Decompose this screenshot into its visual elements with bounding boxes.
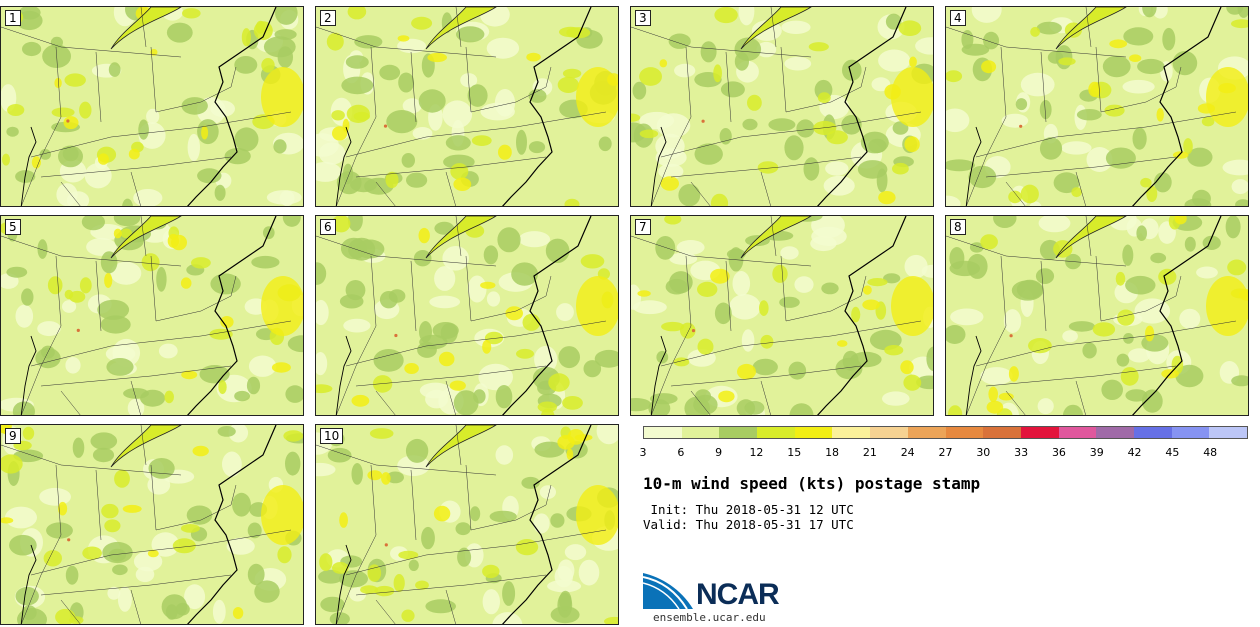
colorbar-tick-label: 3	[639, 446, 647, 459]
colorbar-bin-4	[794, 427, 833, 438]
colorbar-bin-1	[681, 427, 720, 438]
colorbar-tick-label: 27	[938, 446, 953, 459]
member-number-label: 1	[5, 10, 21, 26]
colorbar-bin-15	[1209, 427, 1247, 438]
colorbar-bin-8	[945, 427, 984, 438]
colorbar-tick-label: 12	[749, 446, 764, 459]
colorbar-bin-10	[1020, 427, 1059, 438]
wind-speed-map	[1, 7, 303, 206]
valid-time: Valid: Thu 2018-05-31 17 UTC	[643, 517, 854, 532]
colorbar-tick-label: 9	[715, 446, 723, 459]
colorbar-bin-3	[757, 427, 795, 438]
member-number-label: 2	[320, 10, 336, 26]
wind-speed-colorbar	[643, 426, 1248, 439]
colorbar-bin-5	[832, 427, 871, 438]
colorbar-tick-label: 45	[1165, 446, 1180, 459]
member-number-label: 3	[635, 10, 651, 26]
member-panel-1: 1	[0, 6, 304, 207]
colorbar-tick-label: 24	[900, 446, 915, 459]
colorbar-bin-6	[870, 427, 908, 438]
member-number-label: 8	[950, 219, 966, 235]
wind-speed-map	[316, 216, 618, 415]
colorbar-tick-label: 18	[825, 446, 840, 459]
init-time: Init: Thu 2018-05-31 12 UTC	[643, 502, 854, 517]
member-panel-3: 3	[630, 6, 934, 207]
colorbar-tick-label: 21	[862, 446, 877, 459]
member-panel-8: 8	[945, 215, 1249, 416]
member-number-label: 10	[320, 428, 344, 444]
colorbar-tick-label: 36	[1051, 446, 1066, 459]
colorbar-tick-label: 30	[976, 446, 991, 459]
member-panel-7: 7	[630, 215, 934, 416]
ncar-logo-text: NCAR	[696, 578, 780, 611]
colorbar-bin-7	[907, 427, 946, 438]
colorbar-bin-2	[719, 427, 758, 438]
ncar-logo-icon	[643, 573, 693, 610]
colorbar-bin-14	[1171, 427, 1210, 438]
colorbar-tick-label: 15	[787, 446, 802, 459]
wind-speed-map	[316, 425, 618, 624]
member-panel-10: 10	[315, 424, 619, 625]
member-number-label: 7	[635, 219, 651, 235]
member-number-label: 4	[950, 10, 966, 26]
colorbar-tick-label: 42	[1127, 446, 1142, 459]
wind-speed-map	[1, 425, 303, 624]
member-panel-6: 6	[315, 215, 619, 416]
site-url: ensemble.ucar.edu	[653, 611, 766, 624]
wind-speed-map	[946, 216, 1248, 415]
wind-speed-map	[316, 7, 618, 206]
wind-speed-map	[631, 7, 933, 206]
colorbar-bin-12	[1096, 427, 1134, 438]
member-number-label: 6	[320, 219, 336, 235]
colorbar-bin-0	[644, 427, 682, 438]
colorbar-bin-11	[1058, 427, 1097, 438]
colorbar-tick-label: 33	[1014, 446, 1029, 459]
member-number-label: 5	[5, 219, 21, 235]
colorbar-bin-9	[983, 427, 1021, 438]
member-panel-5: 5	[0, 215, 304, 416]
colorbar-tick-label: 48	[1203, 446, 1218, 459]
member-panel-9: 9	[0, 424, 304, 625]
colorbar-bin-13	[1133, 427, 1172, 438]
wind-speed-map	[1, 216, 303, 415]
colorbar-tick-label: 6	[677, 446, 685, 459]
member-panel-2: 2	[315, 6, 619, 207]
colorbar-tick-label: 39	[1089, 446, 1104, 459]
member-number-label: 9	[5, 428, 21, 444]
wind-speed-map	[946, 7, 1248, 206]
wind-speed-map	[631, 216, 933, 415]
member-panel-4: 4	[945, 6, 1249, 207]
chart-title: 10-m wind speed (kts) postage stamp	[643, 474, 981, 493]
